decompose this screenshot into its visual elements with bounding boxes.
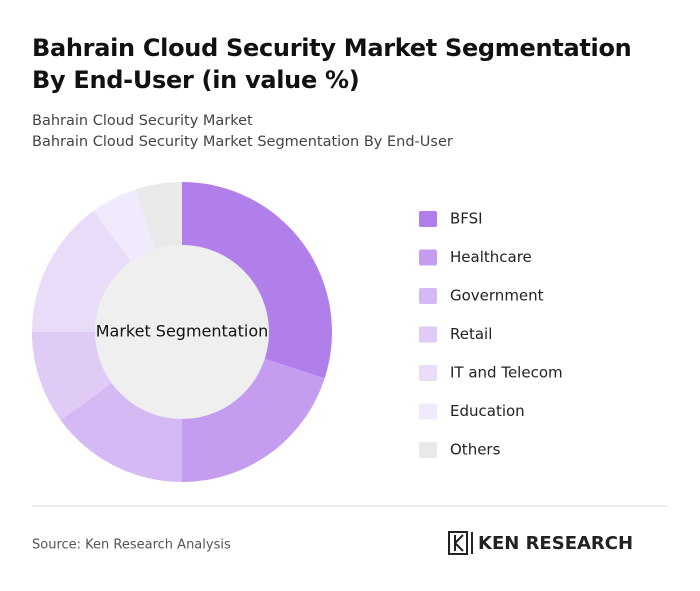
donut-hole	[95, 245, 269, 419]
legend-label: Government	[450, 287, 544, 305]
chart-title: Bahrain Cloud Security Market Segmentati…	[32, 34, 632, 94]
legend-swatch	[419, 326, 437, 343]
source: Source: Ken Research Analysis	[32, 538, 231, 553]
legend-label: Others	[450, 441, 501, 459]
logo-text: KEN RESEARCH	[478, 533, 633, 554]
legend-swatch	[419, 403, 437, 420]
legend-label: Healthcare	[450, 248, 532, 266]
legend-swatch	[419, 288, 437, 304]
legend-swatch	[419, 365, 437, 381]
legend-swatch	[419, 442, 437, 458]
legend-swatch	[419, 249, 437, 266]
legend-swatch	[419, 211, 437, 227]
subtitle: Bahrain Cloud Security Market Segmentati…	[32, 134, 453, 150]
legend-label: IT and Telecom	[450, 364, 563, 382]
center-label: Market Segmentation	[96, 322, 269, 341]
subtitle: Bahrain Cloud Security Market	[32, 113, 253, 129]
logo-icon	[448, 531, 473, 555]
legend-label: BFSI	[450, 210, 483, 228]
legend-label: Education	[450, 402, 525, 420]
legend-label: Retail	[450, 325, 492, 343]
